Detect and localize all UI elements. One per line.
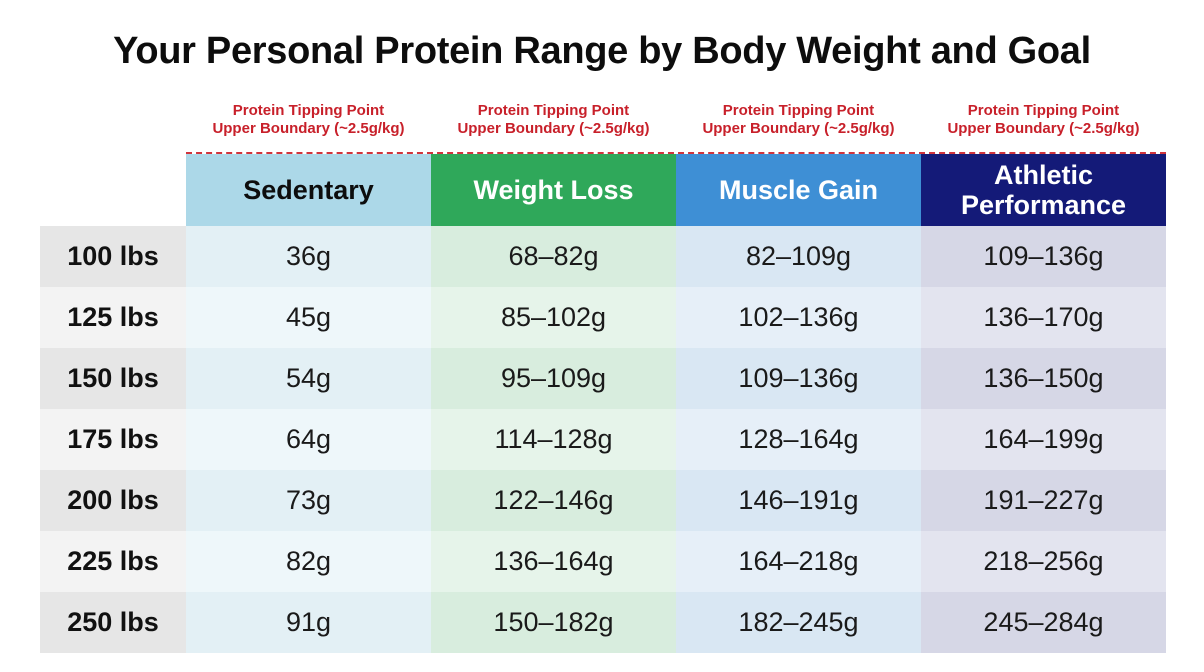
cell-muscle-gain: 146–191g xyxy=(676,470,921,531)
table-body: 100 lbs 36g 68–82g 82–109g 109–136g 125 lbs 45… xyxy=(40,226,1166,653)
cell-muscle-gain: 102–136g xyxy=(676,287,921,348)
boundary-label-line1: Protein Tipping Point xyxy=(477,102,630,119)
cell-sedentary: 82g xyxy=(186,531,431,592)
boundary-label: Protein Tipping Point Upper Boundary (~2… xyxy=(186,102,431,142)
cell-muscle-gain: 82–109g xyxy=(676,226,921,287)
cell-athletic-performance: 218–256g xyxy=(921,531,1166,592)
cell-weight-loss: 85–102g xyxy=(431,287,676,348)
row-label-weight: 200 lbs xyxy=(40,470,186,531)
table-row: 100 lbs 36g 68–82g 82–109g 109–136g xyxy=(40,226,1166,287)
cell-weight-loss: 122–146g xyxy=(431,470,676,531)
cell-muscle-gain: 109–136g xyxy=(676,348,921,409)
column-header-weight-loss: Weight Loss xyxy=(431,154,676,226)
cell-muscle-gain: 182–245g xyxy=(676,592,921,653)
cell-sedentary: 91g xyxy=(186,592,431,653)
cell-sedentary: 54g xyxy=(186,348,431,409)
table-header-row: Sedentary Weight Loss Muscle Gain Athlet… xyxy=(40,154,1166,226)
table-row: 150 lbs 54g 95–109g 109–136g 136–150g xyxy=(40,348,1166,409)
boundary-label-line2: Upper Boundary (~2.5g/kg) xyxy=(702,120,895,137)
table-row: 125 lbs 45g 85–102g 102–136g 136–170g xyxy=(40,287,1166,348)
cell-athletic-performance: 136–170g xyxy=(921,287,1166,348)
cell-muscle-gain: 128–164g xyxy=(676,409,921,470)
boundary-label-line2: Upper Boundary (~2.5g/kg) xyxy=(212,120,405,137)
boundary-label: Protein Tipping Point Upper Boundary (~2… xyxy=(921,102,1166,142)
cell-athletic-performance: 109–136g xyxy=(921,226,1166,287)
boundary-dashed-line xyxy=(186,152,1166,154)
row-label-weight: 150 lbs xyxy=(40,348,186,409)
boundary-label: Protein Tipping Point Upper Boundary (~2… xyxy=(676,102,921,142)
cell-sedentary: 36g xyxy=(186,226,431,287)
cell-athletic-performance: 164–199g xyxy=(921,409,1166,470)
cell-weight-loss: 95–109g xyxy=(431,348,676,409)
cell-muscle-gain: 164–218g xyxy=(676,531,921,592)
boundary-label-line1: Protein Tipping Point xyxy=(232,102,385,119)
column-header-muscle-gain: Muscle Gain xyxy=(676,154,921,226)
cell-athletic-performance: 136–150g xyxy=(921,348,1166,409)
cell-weight-loss: 68–82g xyxy=(431,226,676,287)
cell-sedentary: 64g xyxy=(186,409,431,470)
boundary-labels: Protein Tipping Point Upper Boundary (~2… xyxy=(186,102,1166,142)
cell-athletic-performance: 191–227g xyxy=(921,470,1166,531)
cell-athletic-performance: 245–284g xyxy=(921,592,1166,653)
cell-sedentary: 73g xyxy=(186,470,431,531)
protein-table: Sedentary Weight Loss Muscle Gain Athlet… xyxy=(40,154,1166,653)
table-row: 175 lbs 64g 114–128g 128–164g 164–199g xyxy=(40,409,1166,470)
cell-sedentary: 45g xyxy=(186,287,431,348)
cell-weight-loss: 136–164g xyxy=(431,531,676,592)
boundary-label-line2: Upper Boundary (~2.5g/kg) xyxy=(457,120,650,137)
table-row: 200 lbs 73g 122–146g 146–191g 191–227g xyxy=(40,470,1166,531)
boundary-label-line1: Protein Tipping Point xyxy=(722,102,875,119)
boundary-label-line2: Upper Boundary (~2.5g/kg) xyxy=(947,120,1140,137)
header-spacer xyxy=(40,154,186,226)
row-label-weight: 100 lbs xyxy=(40,226,186,287)
boundary-label-line1: Protein Tipping Point xyxy=(967,102,1120,119)
boundary-label: Protein Tipping Point Upper Boundary (~2… xyxy=(431,102,676,142)
table-row: 225 lbs 82g 136–164g 164–218g 218–256g xyxy=(40,531,1166,592)
cell-weight-loss: 150–182g xyxy=(431,592,676,653)
cell-weight-loss: 114–128g xyxy=(431,409,676,470)
row-label-weight: 225 lbs xyxy=(40,531,186,592)
table-row: 250 lbs 91g 150–182g 182–245g 245–284g xyxy=(40,592,1166,653)
column-header-sedentary: Sedentary xyxy=(186,154,431,226)
row-label-weight: 250 lbs xyxy=(40,592,186,653)
row-label-weight: 175 lbs xyxy=(40,409,186,470)
chart-title: Your Personal Protein Range by Body Weig… xyxy=(113,30,1091,72)
column-header-athletic-performance: Athletic Performance xyxy=(921,154,1166,226)
row-label-weight: 125 lbs xyxy=(40,287,186,348)
